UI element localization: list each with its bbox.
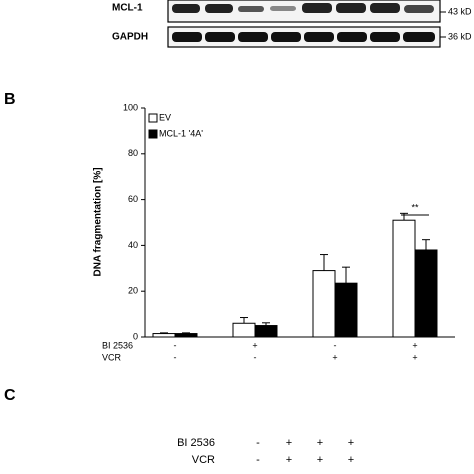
legend-swatch bbox=[148, 113, 158, 123]
bar bbox=[392, 219, 416, 338]
condition-sign: + bbox=[348, 454, 354, 466]
condition-sign: + bbox=[412, 340, 417, 350]
bands bbox=[172, 32, 435, 42]
legend-label: MCL-1 '4A' bbox=[159, 128, 203, 138]
condition-label: VCR bbox=[192, 454, 215, 466]
condition-sign: + bbox=[286, 454, 292, 466]
error-bar bbox=[160, 332, 168, 334]
error-bar bbox=[262, 322, 270, 326]
bar bbox=[414, 249, 438, 338]
size-label: 36 kD bbox=[448, 31, 472, 41]
bar bbox=[232, 322, 256, 338]
blot-label: MCL-1 bbox=[112, 3, 143, 14]
error-bar bbox=[320, 254, 328, 271]
y-tick-label: 40 bbox=[128, 240, 138, 250]
bar bbox=[254, 325, 278, 338]
error-bar bbox=[342, 266, 350, 284]
condition-sign: + bbox=[317, 437, 323, 449]
condition-sign: + bbox=[412, 352, 417, 362]
condition-sign: - bbox=[174, 352, 177, 362]
annotation: ** bbox=[411, 202, 419, 212]
legend-swatch bbox=[148, 129, 158, 139]
y-tick-label: 100 bbox=[123, 102, 138, 112]
error-bar bbox=[422, 239, 430, 250]
y-axis-title: DNA fragmentation [%] bbox=[93, 167, 104, 276]
condition-sign: - bbox=[256, 437, 260, 449]
condition-sign: - bbox=[254, 352, 257, 362]
size-label: 43 kD bbox=[448, 6, 472, 16]
bands bbox=[172, 3, 434, 13]
y-tick-label: 0 bbox=[133, 331, 138, 341]
y-tick-label: 20 bbox=[128, 286, 138, 296]
panel-letter: B bbox=[4, 91, 16, 108]
condition-sign: - bbox=[256, 454, 260, 466]
error-bar bbox=[400, 212, 408, 221]
error-bar bbox=[182, 332, 190, 334]
legend-label: EV bbox=[159, 112, 171, 122]
bar bbox=[152, 333, 176, 338]
bar bbox=[334, 282, 358, 338]
condition-sign: - bbox=[334, 340, 337, 350]
condition-sign: + bbox=[252, 340, 257, 350]
bar bbox=[174, 333, 198, 338]
bar bbox=[312, 270, 336, 338]
condition-label: BI 2536 bbox=[177, 437, 215, 449]
panel-letter: C bbox=[4, 387, 16, 404]
y-tick-label: 60 bbox=[128, 194, 138, 204]
condition-sign: + bbox=[332, 352, 337, 362]
condition-label: BI 2536 bbox=[102, 340, 133, 350]
condition-sign: + bbox=[348, 437, 354, 449]
condition-label: VCR bbox=[102, 352, 122, 362]
y-tick-label: 80 bbox=[128, 148, 138, 158]
blot-label: GAPDH bbox=[112, 32, 148, 43]
condition-sign: + bbox=[286, 437, 292, 449]
condition-sign: + bbox=[317, 454, 323, 466]
condition-sign: - bbox=[174, 340, 177, 350]
error-bar bbox=[240, 317, 248, 324]
